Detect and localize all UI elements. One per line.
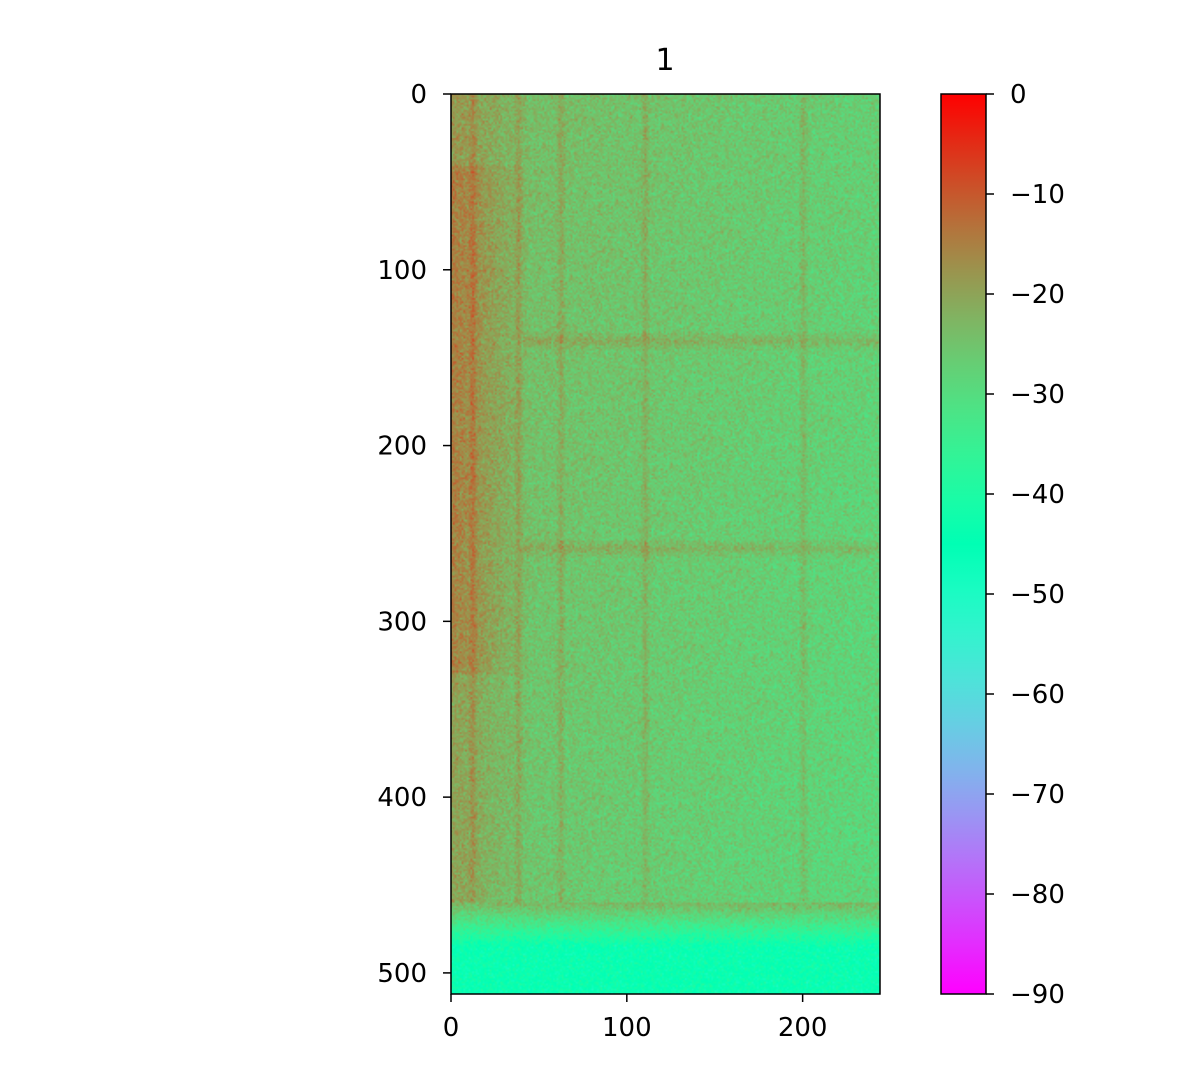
colorbar: 0 −10 −20 −30 −40 −50 −60 −70 −80 −90	[940, 80, 1065, 1010]
x-tick-label: 0	[443, 1013, 460, 1043]
colorbar-tick-label: −60	[1010, 680, 1065, 710]
heatmap-plot-area	[450, 93, 881, 995]
colorbar-tick-label: 0	[1010, 80, 1027, 110]
colorbar-axis: 0 −10 −20 −30 −40 −50 −60 −70 −80 −90	[986, 80, 1065, 1010]
x-tick-label: 200	[778, 1013, 828, 1043]
colorbar-gradient	[941, 94, 986, 994]
colorbar-tick-label: −80	[1010, 880, 1065, 910]
y-tick-label: 400	[377, 783, 427, 813]
x-axis: 0 100 200	[443, 994, 828, 1043]
y-tick-label: 200	[377, 432, 427, 462]
y-axis: 0 100 200 300 400 500	[377, 80, 451, 989]
colorbar-tick-label: −30	[1010, 380, 1065, 410]
y-tick-label: 500	[377, 959, 427, 989]
colorbar-tick-label: −50	[1010, 580, 1065, 610]
colorbar-tick-label: −10	[1010, 180, 1065, 210]
chart-title: 1	[655, 43, 674, 78]
colorbar-tick-label: −90	[1010, 980, 1065, 1010]
colorbar-frame	[940, 93, 987, 995]
y-tick-label: 0	[410, 80, 427, 110]
plot-frame	[450, 93, 881, 995]
heatmap-image	[451, 94, 880, 994]
x-tick-label: 100	[602, 1013, 652, 1043]
colorbar-tick-label: −70	[1010, 780, 1065, 810]
y-tick-label: 300	[377, 607, 427, 637]
colorbar-tick-label: −20	[1010, 280, 1065, 310]
y-tick-label: 100	[377, 256, 427, 286]
colorbar-tick-label: −40	[1010, 480, 1065, 510]
